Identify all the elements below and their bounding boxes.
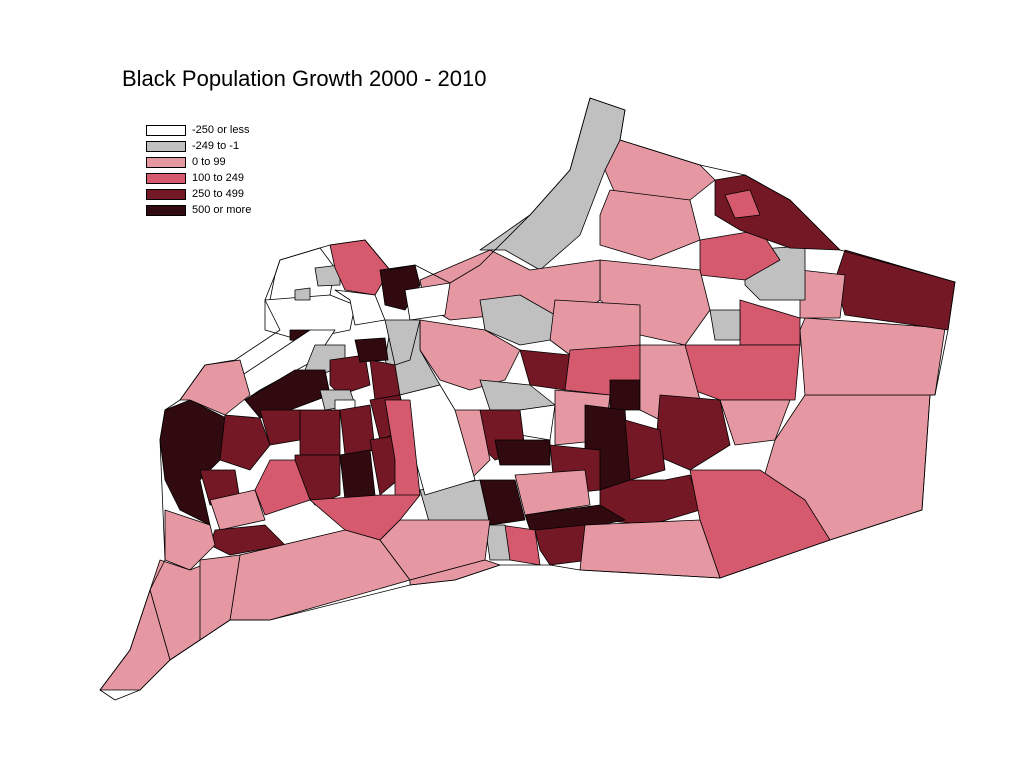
map-region xyxy=(834,249,956,331)
map-region xyxy=(599,189,701,261)
legend-item: 500 or more xyxy=(146,202,251,218)
map-region xyxy=(494,439,551,466)
map-legend: -250 or less -249 to -1 0 to 99 100 to 2… xyxy=(146,122,251,218)
legend-label: 500 or more xyxy=(192,204,252,216)
map-regions xyxy=(99,97,956,691)
map-region xyxy=(799,269,846,319)
map-region xyxy=(609,379,641,411)
legend-item: -249 to -1 xyxy=(146,138,251,154)
map-region xyxy=(654,394,731,471)
map-region xyxy=(384,319,421,366)
legend-label: -250 or less xyxy=(192,124,250,136)
map-region xyxy=(219,414,271,471)
legend-label: 100 to 249 xyxy=(192,172,244,184)
legend-item: -250 or less xyxy=(146,122,251,138)
map-region xyxy=(404,282,451,321)
map-region xyxy=(484,524,511,561)
legend-swatch xyxy=(146,172,186,184)
legend-swatch xyxy=(146,188,186,200)
legend-item: 250 to 499 xyxy=(146,186,251,202)
legend-item: 0 to 99 xyxy=(146,154,251,170)
map-region xyxy=(709,309,741,341)
map-region xyxy=(299,409,341,456)
map-region xyxy=(329,239,391,296)
legend-item: 100 to 249 xyxy=(146,170,251,186)
legend-swatch xyxy=(146,204,186,216)
county-outline xyxy=(99,97,956,701)
map-region xyxy=(339,449,376,501)
map-region xyxy=(724,189,761,219)
legend-swatch xyxy=(146,124,186,136)
map-region xyxy=(799,317,946,396)
legend-label: 0 to 99 xyxy=(192,156,226,168)
map-region xyxy=(534,524,591,566)
map-region xyxy=(519,349,571,391)
map-region xyxy=(294,287,311,301)
legend-swatch xyxy=(146,156,186,168)
map-region xyxy=(159,399,231,526)
legend-swatch xyxy=(146,140,186,152)
map-region xyxy=(369,359,401,401)
map-region xyxy=(314,264,341,287)
map-region xyxy=(624,419,666,481)
map-region xyxy=(719,399,791,446)
legend-label: -249 to -1 xyxy=(192,140,240,152)
map-region xyxy=(254,459,311,516)
map-region xyxy=(339,404,376,456)
map-title: Black Population Growth 2000 - 2010 xyxy=(122,66,487,91)
legend-label: 250 to 499 xyxy=(192,188,244,200)
map-region xyxy=(354,337,389,363)
map-region xyxy=(519,404,556,441)
map-region xyxy=(514,469,591,516)
map-region xyxy=(209,489,266,531)
map-region xyxy=(579,519,721,579)
map-region xyxy=(379,519,491,581)
map-region xyxy=(264,294,356,341)
map-region xyxy=(479,479,526,526)
map-region xyxy=(739,299,801,346)
